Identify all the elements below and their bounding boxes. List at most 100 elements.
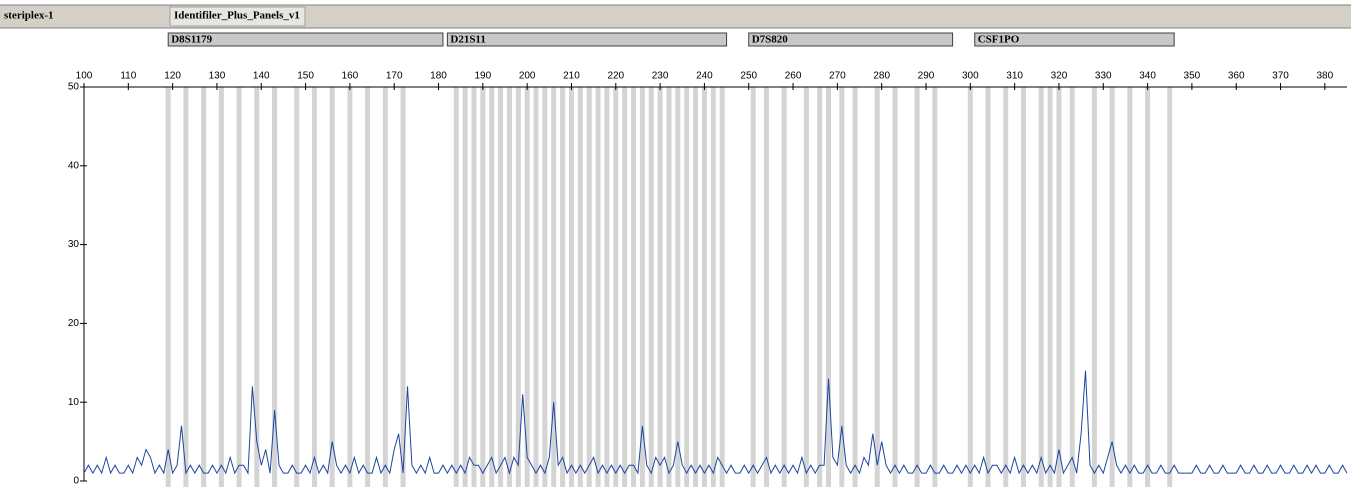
- bin: [382, 87, 388, 487]
- x-tick-label: 340: [1139, 71, 1156, 82]
- x-tick-label: 250: [740, 71, 757, 82]
- bin: [165, 87, 171, 487]
- y-tick-label: 0: [73, 476, 79, 487]
- x-tick-label: 180: [430, 71, 447, 82]
- x-tick-label: 270: [829, 71, 846, 82]
- bin: [1145, 87, 1151, 487]
- x-tick-label: 350: [1184, 71, 1201, 82]
- panel-cell: [169, 6, 306, 27]
- bin: [666, 87, 672, 487]
- marker-box: [167, 32, 444, 47]
- bin: [568, 87, 574, 487]
- x-tick-label: 240: [696, 71, 713, 82]
- bin: [750, 87, 756, 487]
- bin: [1109, 87, 1115, 487]
- bin: [272, 87, 278, 487]
- x-tick-label: 380: [1316, 71, 1333, 82]
- bin: [515, 87, 521, 487]
- bin: [471, 87, 477, 487]
- bin: [613, 87, 619, 487]
- x-tick-label: 330: [1095, 71, 1112, 82]
- bin: [1038, 87, 1044, 487]
- bin: [551, 87, 557, 487]
- bin: [489, 87, 495, 487]
- bin: [932, 87, 938, 487]
- x-tick-label: 170: [386, 71, 403, 82]
- bin: [462, 87, 468, 487]
- x-tick-label: 200: [519, 71, 536, 82]
- x-tick-label: 140: [253, 71, 270, 82]
- y-tick-label: 40: [68, 160, 80, 171]
- bin: [892, 87, 898, 487]
- bin: [967, 87, 973, 487]
- trace: [83, 370, 1348, 475]
- bin: [453, 87, 459, 487]
- x-tick-label: 260: [785, 71, 802, 82]
- x-tick-label: 320: [1051, 71, 1068, 82]
- bin: [218, 87, 224, 487]
- x-tick-label: 190: [474, 71, 491, 82]
- marker-name: CSF1PO: [978, 34, 1020, 46]
- bin: [657, 87, 663, 487]
- y-tick-label: 20: [68, 318, 80, 329]
- bin: [914, 87, 920, 487]
- bin: [710, 87, 716, 487]
- x-tick-label: 300: [962, 71, 979, 82]
- y-tick-label: 50: [68, 82, 80, 93]
- marker-name: D21S11: [450, 34, 485, 46]
- bin: [524, 87, 530, 487]
- header-bar: [0, 5, 1351, 28]
- bin: [347, 87, 353, 487]
- bin: [480, 87, 486, 487]
- bin: [329, 87, 335, 487]
- bin: [631, 87, 637, 487]
- bin: [365, 87, 371, 487]
- bin: [236, 87, 242, 487]
- bin: [400, 87, 406, 487]
- bin: [675, 87, 681, 487]
- bin: [201, 87, 207, 487]
- bin: [183, 87, 189, 487]
- bin: [684, 87, 690, 487]
- bin: [1003, 87, 1009, 487]
- x-tick-label: 370: [1272, 71, 1289, 82]
- bin: [701, 87, 707, 487]
- bin: [533, 87, 539, 487]
- bin: [604, 87, 610, 487]
- x-tick-label: 310: [1006, 71, 1023, 82]
- x-tick-label: 360: [1228, 71, 1245, 82]
- x-tick-label: 150: [297, 71, 314, 82]
- bin: [1167, 87, 1173, 487]
- bin: [542, 87, 548, 487]
- bin: [595, 87, 601, 487]
- bin: [826, 87, 832, 487]
- x-tick-label: 280: [873, 71, 890, 82]
- bin: [874, 87, 880, 487]
- bin: [622, 87, 628, 487]
- bin: [817, 87, 823, 487]
- bin: [1047, 87, 1053, 487]
- marker-box: [446, 32, 728, 47]
- bin: [985, 87, 991, 487]
- bin: [498, 87, 504, 487]
- bin: [1091, 87, 1097, 487]
- bin: [577, 87, 583, 487]
- bin: [560, 87, 566, 487]
- bin: [254, 87, 260, 487]
- x-tick-label: 220: [607, 71, 624, 82]
- sample-name: steriplex-1: [4, 10, 53, 22]
- marker-name: D7S820: [752, 34, 789, 46]
- bin: [1127, 87, 1133, 487]
- x-tick-label: 130: [209, 71, 226, 82]
- bin: [852, 87, 858, 487]
- bin: [506, 87, 512, 487]
- bin: [1056, 87, 1062, 487]
- bin: [763, 87, 769, 487]
- x-tick-label: 160: [342, 71, 359, 82]
- bin: [719, 87, 725, 487]
- marker-name: D8S1179: [171, 34, 212, 46]
- x-tick-label: 290: [918, 71, 935, 82]
- bin: [294, 87, 300, 487]
